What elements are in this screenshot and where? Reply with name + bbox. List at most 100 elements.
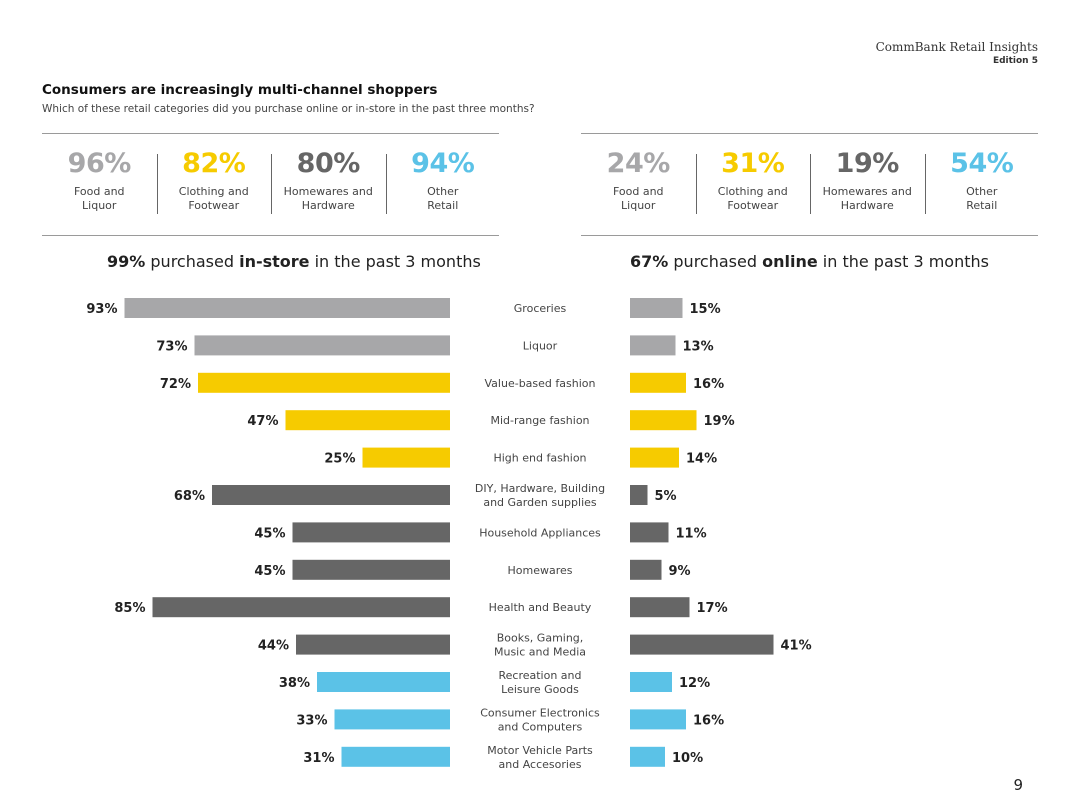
instore-bar: [341, 746, 450, 767]
instore-summary-panel: 96% Food and Liquor 82% Clothing and Footwe…: [42, 140, 500, 230]
instore-stat-label: Food and Liquor: [73, 185, 125, 212]
online-title-pre: purchased: [673, 252, 757, 271]
category-label: DIY, Hardware, Building: [475, 482, 605, 495]
brand-name: CommBank Retail Insights: [875, 40, 1038, 54]
instore-value-label: 93%: [86, 302, 117, 317]
online-value-label: 41%: [781, 639, 812, 654]
instore-value-label: 85%: [114, 601, 145, 616]
divider-top-left: [42, 133, 499, 134]
instore-stat-0: 96% Food and Liquor: [42, 140, 157, 230]
instore-bar: [334, 709, 450, 730]
subheadline: Which of these retail categories did you…: [42, 103, 535, 115]
instore-value-label: 47%: [247, 414, 278, 429]
category-label: Liquor: [523, 339, 558, 352]
online-stat-2: 19% Homewares and Hardware: [810, 140, 925, 230]
online-bar: [630, 597, 690, 618]
category-label: Leisure Goods: [501, 683, 579, 696]
instore-stat-label: Homewares and Hardware: [283, 185, 373, 212]
instore-bar: [285, 410, 450, 431]
instore-bar: [362, 447, 450, 468]
online-stat-label: Food and Liquor: [612, 185, 664, 212]
category-label: Music and Media: [494, 646, 586, 659]
category-label: Books, Gaming,: [497, 632, 584, 645]
online-value-label: 17%: [697, 601, 728, 616]
online-value-label: 15%: [690, 302, 721, 317]
online-bar: [630, 298, 683, 318]
online-total-pct: 67%: [630, 252, 669, 271]
online-bar: [630, 447, 679, 468]
instore-bar: [124, 298, 450, 318]
category-label: and Garden supplies: [483, 496, 597, 509]
online-value-label: 11%: [676, 526, 707, 541]
online-value-label: 5%: [655, 489, 677, 504]
divider-bottom-right: [581, 235, 1038, 236]
category-label: Household Appliances: [479, 526, 601, 539]
instore-total-pct: 99%: [107, 252, 146, 271]
category-label: and Computers: [498, 720, 583, 733]
category-label: Health and Beauty: [489, 601, 592, 614]
instore-stat-pct: 80%: [296, 148, 361, 179]
instore-value-label: 68%: [174, 489, 205, 504]
online-bar: [630, 709, 686, 730]
category-label: Groceries: [514, 302, 567, 315]
instore-bar: [292, 559, 450, 580]
online-stat-0: 24% Food and Liquor: [581, 140, 696, 230]
category-label: High end fashion: [493, 452, 586, 465]
instore-bar: [194, 335, 450, 356]
online-stat-3: 54% Other Retail: [924, 140, 1040, 230]
online-summary-panel: 24% Food and Liquor 31% Clothing and Footwe…: [581, 140, 1039, 230]
category-label: and Accesories: [499, 758, 582, 771]
instore-value-label: 45%: [254, 526, 285, 541]
headline: Consumers are increasingly multi-channel…: [42, 82, 438, 98]
online-value-label: 10%: [672, 751, 703, 766]
instore-stat-label: Other Retail: [427, 185, 459, 212]
instore-value-label: 31%: [303, 751, 334, 766]
page-number: 9: [1013, 776, 1023, 794]
online-bar: [630, 746, 665, 767]
online-value-label: 16%: [693, 377, 724, 392]
online-value-label: 16%: [693, 713, 724, 728]
instore-stat-pct: 82%: [182, 148, 246, 179]
online-title-post: in the past 3 months: [822, 252, 989, 271]
online-bar: [630, 372, 686, 393]
instore-stat-pct: 96%: [67, 148, 132, 179]
online-stat-label: Homewares and Hardware: [822, 185, 912, 212]
online-bar: [630, 410, 697, 431]
online-stat-pct: 24%: [606, 148, 671, 179]
instore-value-label: 45%: [254, 564, 285, 579]
category-label: Mid-range fashion: [490, 414, 589, 427]
online-value-label: 19%: [704, 414, 735, 429]
brand-header: CommBank Retail Insights Edition 5: [876, 40, 1038, 66]
instore-value-label: 25%: [324, 452, 355, 467]
online-stat-pct: 54%: [950, 148, 1014, 179]
online-stat-label: Clothing and Footwear: [717, 185, 788, 212]
category-label: Motor Vehicle Parts: [487, 744, 593, 757]
online-stat-pct: 31%: [721, 148, 785, 179]
online-bar: [630, 522, 669, 543]
category-label: Consumer Electronics: [480, 706, 600, 719]
online-bar: [630, 335, 676, 356]
instore-bar: [292, 522, 450, 543]
instore-value-label: 73%: [156, 339, 187, 354]
online-stat-pct: 19%: [835, 148, 900, 179]
instore-stat-1: 82% Clothing and Footwear: [156, 140, 272, 230]
instore-title-post: in the past 3 months: [314, 252, 481, 271]
instore-stat-2: 80% Homewares and Hardware: [271, 140, 386, 230]
category-label: Recreation and: [498, 669, 581, 682]
instore-title-pre: purchased: [150, 252, 234, 271]
instore-section-title: 99% purchased in-store in the past 3 mon…: [107, 252, 481, 271]
instore-bar: [198, 372, 450, 393]
divider-top-right: [581, 133, 1038, 134]
online-stat-1: 31% Clothing and Footwear: [695, 140, 811, 230]
online-stat-label: Other Retail: [966, 185, 998, 212]
online-value-label: 13%: [683, 339, 714, 354]
instore-stat-label: Clothing and Footwear: [178, 185, 249, 212]
instore-stat-pct: 94%: [411, 148, 475, 179]
online-section-title: 67% purchased online in the past 3 month…: [630, 252, 989, 271]
divider-bottom-left: [42, 235, 499, 236]
category-label: Homewares: [507, 564, 572, 577]
online-value-label: 12%: [679, 676, 710, 691]
online-bar: [630, 634, 774, 655]
instore-bar: [212, 485, 450, 505]
instore-stat-3: 94% Other Retail: [385, 140, 501, 230]
